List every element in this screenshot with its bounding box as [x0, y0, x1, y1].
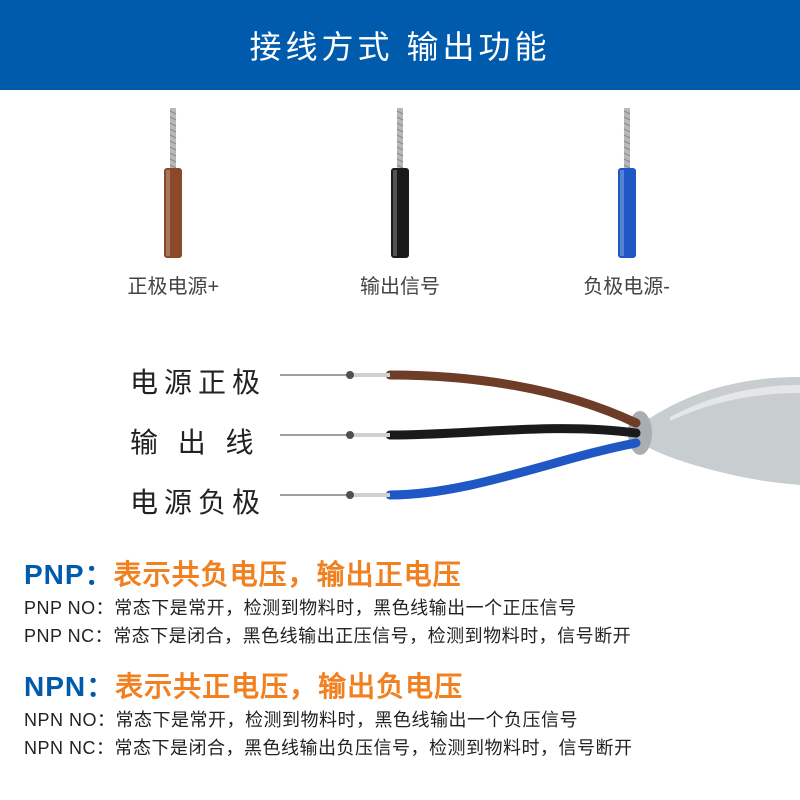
desc-heading-rest: 表示共正电压，输出负电压: [115, 671, 463, 702]
wire-tip: 负极电源-: [547, 108, 707, 299]
header-title: 接线方式 输出功能: [250, 29, 551, 65]
wire-tip-icon: [153, 108, 193, 258]
desc-heading: NPN：表示共正电压，输出负电压: [24, 665, 776, 705]
cable-wire-label: 电源负极: [130, 481, 266, 521]
desc-line-text: 常态下是常开，检测到物料时，黑色线输出一个正压信号: [114, 598, 577, 618]
description-section: PNP：表示共负电压，输出正电压PNP NO：常态下是常开，检测到物料时，黑色线…: [0, 547, 800, 763]
desc-heading-sep: ：: [85, 559, 114, 590]
desc-block: PNP：表示共负电压，输出正电压PNP NO：常态下是常开，检测到物料时，黑色线…: [24, 553, 776, 651]
desc-line-label: PNP NO：: [24, 595, 114, 623]
desc-line: PNP NC：常态下是闭合，黑色线输出正压信号，检测到物料时，信号断开: [24, 623, 776, 651]
desc-heading-sep: ：: [86, 671, 115, 702]
cable-wire-label: 电源正极: [130, 361, 266, 401]
wire-tip-label: 正极电源+: [127, 270, 219, 299]
wire-tips-row: 正极电源+ 输出信号 负极电源-: [0, 90, 800, 307]
cable-diagram: 电源正极输 出 线电源负极: [0, 317, 800, 547]
desc-line: NPN NC：常态下是闭合，黑色线输出负压信号，检测到物料时，信号断开: [24, 735, 776, 763]
desc-heading-abbr: PNP: [24, 559, 85, 590]
desc-block: NPN：表示共正电压，输出负电压NPN NO：常态下是常开，检测到物料时，黑色线…: [24, 665, 776, 763]
cable-wire-label: 输 出 线: [130, 421, 260, 461]
desc-heading-abbr: NPN: [24, 671, 86, 702]
desc-line-text: 常态下是常开，检测到物料时，黑色线输出一个负压信号: [116, 710, 579, 730]
desc-line: PNP NO：常态下是常开，检测到物料时，黑色线输出一个正压信号: [24, 595, 776, 623]
wire-tip-icon: [380, 108, 420, 258]
desc-line-text: 常态下是闭合，黑色线输出正压信号，检测到物料时，信号断开: [113, 626, 631, 646]
desc-line-text: 常态下是闭合，黑色线输出负压信号，检测到物料时，信号断开: [115, 738, 633, 758]
desc-line-label: NPN NC：: [24, 735, 115, 763]
cable-svg: [0, 317, 800, 547]
desc-heading-rest: 表示共负电压，输出正电压: [114, 559, 462, 590]
wire-tip: 输出信号: [320, 108, 480, 299]
desc-line-label: PNP NC：: [24, 623, 113, 651]
wire-tip-icon: [607, 108, 647, 258]
desc-heading: PNP：表示共负电压，输出正电压: [24, 553, 776, 593]
wire-tip-label: 负极电源-: [583, 270, 670, 299]
wire-tip: 正极电源+: [93, 108, 253, 299]
wire-tip-label: 输出信号: [360, 270, 440, 299]
desc-line-label: NPN NO：: [24, 707, 116, 735]
header-bar: 接线方式 输出功能: [0, 0, 800, 90]
desc-line: NPN NO：常态下是常开，检测到物料时，黑色线输出一个负压信号: [24, 707, 776, 735]
